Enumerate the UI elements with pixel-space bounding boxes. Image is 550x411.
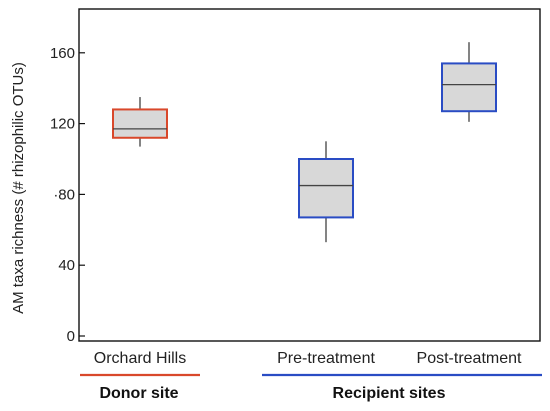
box-pre-treatment [298,141,354,243]
y-tick-label-160: 160 [50,45,75,62]
y-tick-label-120: 120 [50,116,75,133]
box-post-treatment [441,42,497,122]
group-label-recipient-sites: Recipient sites [333,385,446,402]
y-axis-ticks: 0 40 ·80 120 160 [50,45,85,345]
iqr-box-post-treatment [441,62,497,113]
y-tick-label-0: 0 [67,328,75,345]
box-orchard-hills [112,97,168,147]
iqr-box-orchard-hills [112,108,168,139]
category-label-pre-treatment: Pre-treatment [277,350,375,367]
box-series [112,42,497,243]
y-tick-label-40: 40 [58,257,75,274]
y-tick-label-80: ·80 [53,186,75,203]
plot-frame [78,8,541,342]
category-label-post-treatment: Post-treatment [417,350,522,367]
group-label-donor-site: Donor site [99,385,178,402]
category-label-orchard-hills: Orchard Hills [94,350,186,367]
y-axis-title: AM taxa richness (# rhizophilic OTUs) [10,62,27,314]
iqr-box-pre-treatment [298,158,354,219]
